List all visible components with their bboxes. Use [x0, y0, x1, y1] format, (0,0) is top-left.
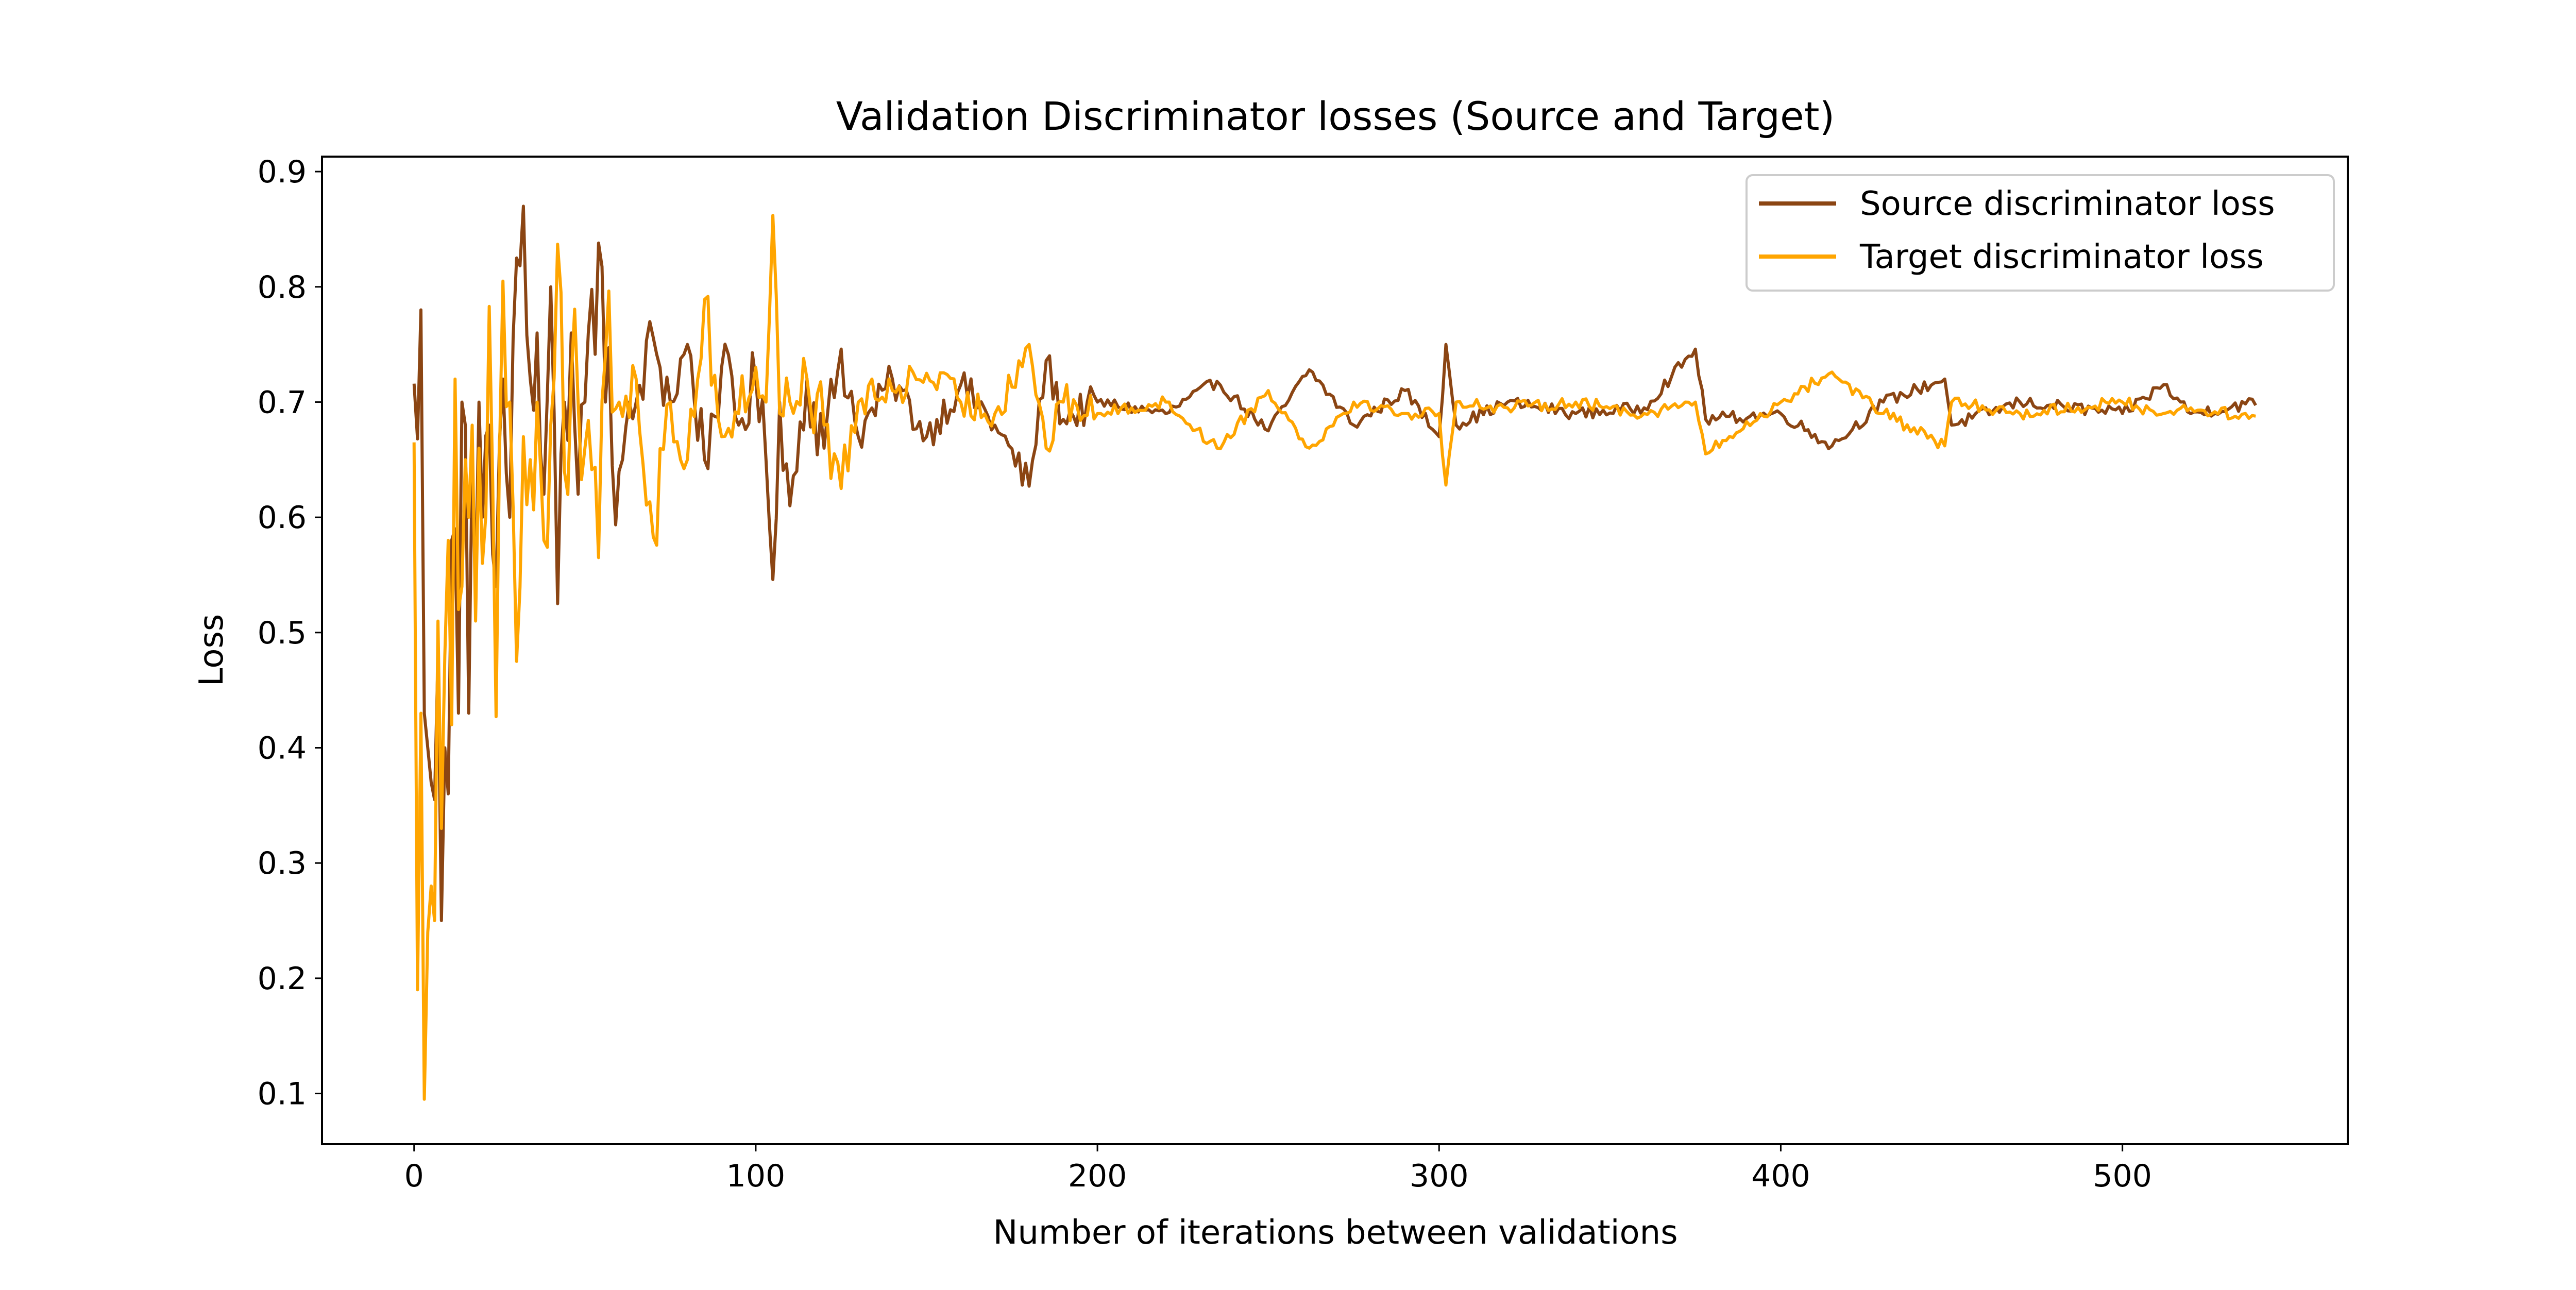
legend-label-target: Target discriminator loss: [1859, 238, 2264, 276]
x-axis-label: Number of iterations between validations: [993, 1214, 1677, 1252]
y-tick-label: 0.2: [258, 961, 307, 997]
target-loss-line: [412, 214, 2256, 1101]
y-tick-label: 0.1: [258, 1076, 307, 1112]
source-loss-line: [412, 205, 2257, 922]
axes-frame: [321, 156, 2349, 1145]
y-tick-label: 0.8: [258, 269, 307, 305]
y-tick-label: 0.4: [258, 731, 307, 767]
chart-title: Validation Discriminator losses (Source …: [836, 93, 1835, 139]
y-tick-label: 0.3: [258, 845, 307, 881]
x-axis-ticks: 0 100 200 300 400 500: [404, 1144, 2152, 1194]
x-tick-label: 200: [1068, 1158, 1127, 1194]
x-tick-label: 400: [1751, 1158, 1810, 1194]
x-tick-label: 100: [726, 1158, 786, 1194]
y-tick-label: 0.5: [258, 615, 307, 651]
plot-background: [322, 157, 2348, 1144]
y-tick-label: 0.9: [258, 154, 307, 190]
plot-area: [321, 156, 2349, 1145]
y-axis-ticks: 0.1 0.2 0.3 0.4 0.5 0.6 0.7 0.8 0.9: [258, 154, 322, 1112]
series-layer: [412, 205, 2257, 1101]
legend-box: [1745, 174, 2335, 292]
x-tick-label: 300: [1410, 1158, 1469, 1194]
y-tick-label: 0.6: [258, 500, 307, 536]
x-tick-label: 500: [2093, 1158, 2152, 1194]
y-tick-label: 0.7: [258, 384, 307, 420]
legend-label-source: Source discriminator loss: [1860, 185, 2275, 223]
legend: Source discriminator loss Target discrim…: [1745, 174, 2335, 292]
x-tick-label: 0: [404, 1158, 424, 1194]
y-axis-label: Loss: [193, 614, 231, 686]
